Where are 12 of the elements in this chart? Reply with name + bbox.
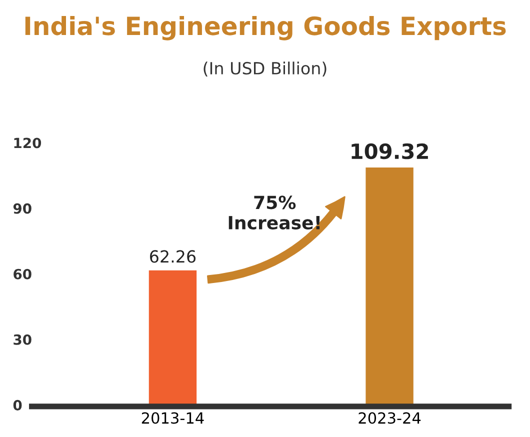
chart-subtitle: (In USD Billion) [204,62,326,76]
y-tick-label: 60 [14,268,32,280]
chart-title: India's Engineering Goods Exports [25,16,506,40]
y-tick-label: 0 [13,400,22,410]
data-label: 62.26 [150,250,196,263]
x-tick-label: 2013-14 [142,412,204,424]
x-tick-label: 2023-24 [358,412,421,424]
y-tick-label: 30 [14,334,32,345]
data-label: 109.32 [352,143,428,160]
y-tick-label: 120 [14,138,42,148]
annotation: 75% Increase! [228,196,320,230]
y-tick-label: 90 [13,203,32,214]
